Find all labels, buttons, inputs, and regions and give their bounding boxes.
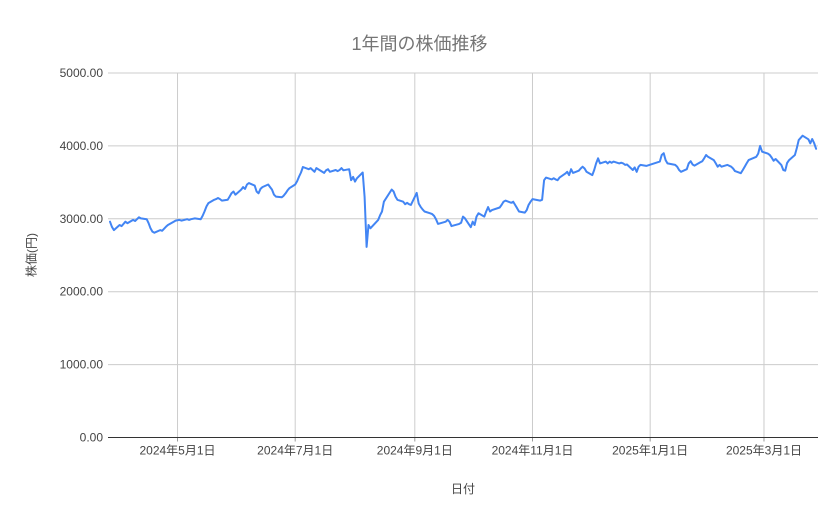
x-tick-label: 2025年3月1日 [726,444,802,458]
x-tick-label: 2024年9月1日 [377,444,453,458]
y-tick-label: 3000.00 [60,212,104,226]
y-tick-label: 0.00 [80,431,104,445]
y-tick-label: 2000.00 [60,285,104,299]
x-tick-label: 2025年1月1日 [612,444,688,458]
y-axis-title: 株価(円) [24,233,39,277]
x-axis-title: 日付 [450,482,476,496]
chart-title: 1年間の株価推移 [351,34,488,54]
y-tick-label: 1000.00 [60,358,104,372]
y-tick-label: 5000.00 [60,66,104,80]
price-line-series [109,134,818,248]
x-tick-label: 2024年5月1日 [139,444,215,458]
x-tick-label: 2024年11月1日 [492,444,574,458]
y-tick-label: 4000.00 [60,139,104,153]
x-tick-label: 2024年7月1日 [257,444,333,458]
